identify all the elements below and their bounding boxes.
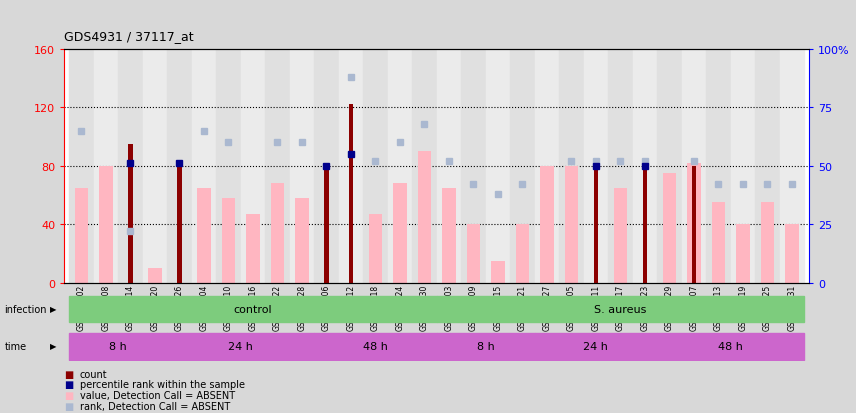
Bar bbox=[128, 145, 133, 283]
Text: infection: infection bbox=[4, 304, 47, 314]
Text: ■: ■ bbox=[64, 390, 74, 400]
Text: GDS4931 / 37117_at: GDS4931 / 37117_at bbox=[64, 31, 193, 43]
Text: 8 h: 8 h bbox=[477, 342, 495, 351]
Bar bbox=[540, 166, 554, 283]
Bar bbox=[241, 50, 265, 283]
Bar bbox=[755, 50, 780, 283]
Text: time: time bbox=[4, 341, 27, 351]
Text: ■: ■ bbox=[64, 401, 74, 411]
Text: 8 h: 8 h bbox=[110, 342, 127, 351]
Bar bbox=[780, 50, 804, 283]
Bar bbox=[760, 203, 774, 283]
Bar bbox=[314, 333, 437, 360]
Bar bbox=[393, 184, 407, 283]
Bar bbox=[295, 198, 308, 283]
Text: ■: ■ bbox=[64, 369, 74, 379]
Bar bbox=[614, 188, 627, 283]
Bar bbox=[692, 166, 696, 283]
Bar bbox=[324, 163, 329, 283]
Bar bbox=[167, 50, 192, 283]
Bar bbox=[467, 225, 480, 283]
Bar bbox=[289, 50, 314, 283]
Bar bbox=[681, 50, 706, 283]
Bar bbox=[69, 50, 93, 283]
Text: percentile rank within the sample: percentile rank within the sample bbox=[80, 380, 245, 389]
Bar bbox=[510, 50, 534, 283]
Bar bbox=[388, 50, 412, 283]
Bar bbox=[657, 333, 804, 360]
Bar bbox=[559, 50, 584, 283]
Bar bbox=[730, 50, 755, 283]
Bar bbox=[93, 50, 118, 283]
Bar bbox=[270, 184, 284, 283]
Bar bbox=[118, 50, 143, 283]
Bar bbox=[74, 188, 88, 283]
Bar bbox=[785, 225, 799, 283]
Bar bbox=[442, 188, 455, 283]
Bar bbox=[736, 225, 750, 283]
Bar bbox=[643, 163, 647, 283]
Text: rank, Detection Call = ABSENT: rank, Detection Call = ABSENT bbox=[80, 401, 230, 411]
Bar bbox=[216, 50, 241, 283]
Bar bbox=[461, 50, 485, 283]
Bar bbox=[565, 166, 578, 283]
Bar bbox=[197, 188, 211, 283]
Text: 48 h: 48 h bbox=[718, 342, 743, 351]
Text: S. aureus: S. aureus bbox=[594, 304, 646, 314]
Bar bbox=[192, 50, 216, 283]
Text: 24 h: 24 h bbox=[229, 342, 253, 351]
Bar bbox=[418, 152, 431, 283]
Bar bbox=[69, 296, 437, 323]
Bar bbox=[437, 333, 534, 360]
Text: count: count bbox=[80, 369, 107, 379]
Text: 48 h: 48 h bbox=[363, 342, 388, 351]
Bar bbox=[177, 163, 181, 283]
Bar bbox=[348, 105, 353, 283]
Bar bbox=[657, 50, 681, 283]
Bar bbox=[663, 173, 676, 283]
Bar bbox=[246, 214, 259, 283]
Bar bbox=[222, 198, 235, 283]
Text: ▶: ▶ bbox=[50, 304, 56, 313]
Bar bbox=[167, 333, 314, 360]
Bar bbox=[706, 50, 730, 283]
Bar bbox=[437, 50, 461, 283]
Bar bbox=[608, 50, 633, 283]
Bar bbox=[485, 50, 510, 283]
Text: ■: ■ bbox=[64, 380, 74, 389]
Bar bbox=[148, 268, 162, 283]
Bar bbox=[369, 214, 382, 283]
Text: ▶: ▶ bbox=[50, 342, 56, 351]
Bar bbox=[69, 333, 167, 360]
Bar bbox=[412, 50, 437, 283]
Bar bbox=[711, 203, 725, 283]
Bar bbox=[314, 50, 339, 283]
Bar bbox=[515, 225, 529, 283]
Text: control: control bbox=[234, 304, 272, 314]
Bar bbox=[633, 50, 657, 283]
Bar bbox=[491, 261, 504, 283]
Text: value, Detection Call = ABSENT: value, Detection Call = ABSENT bbox=[80, 390, 235, 400]
Text: 24 h: 24 h bbox=[583, 342, 609, 351]
Bar bbox=[584, 50, 608, 283]
Bar bbox=[339, 50, 363, 283]
Bar bbox=[363, 50, 388, 283]
Bar bbox=[99, 166, 113, 283]
Bar bbox=[265, 50, 289, 283]
Bar bbox=[687, 163, 700, 283]
Bar bbox=[534, 50, 559, 283]
Bar bbox=[437, 296, 804, 323]
Bar bbox=[534, 333, 657, 360]
Bar bbox=[593, 163, 598, 283]
Bar bbox=[143, 50, 167, 283]
